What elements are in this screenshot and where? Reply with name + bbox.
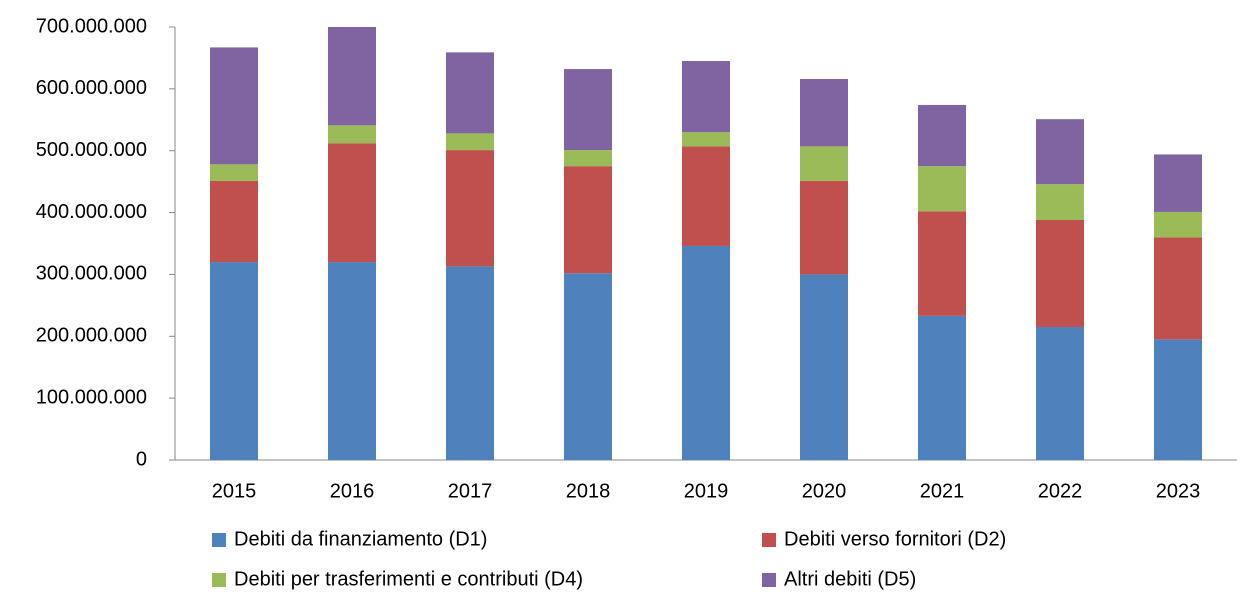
bar-segment — [800, 181, 848, 275]
bar-segment — [918, 211, 966, 316]
bar-segment — [446, 150, 494, 267]
bar-segment — [1036, 119, 1084, 185]
x-tick-label: 2021 — [920, 480, 965, 502]
bar-segment — [1036, 184, 1084, 220]
x-tick-label: 2015 — [212, 480, 257, 502]
x-tick-label: 2016 — [330, 480, 375, 502]
bar-segment — [800, 78, 848, 147]
bar-segment — [210, 262, 258, 460]
legend-label: Debiti verso fornitori (D2) — [784, 528, 1006, 550]
x-tick-label: 2018 — [566, 480, 611, 502]
bar-segment — [446, 266, 494, 460]
bar-segment — [1154, 154, 1202, 212]
x-tick-label: 2017 — [448, 480, 493, 502]
bar-segment — [800, 274, 848, 460]
legend-label: Debiti da finanziamento (D1) — [234, 528, 487, 550]
y-tick-label: 100.000.000 — [36, 386, 147, 408]
bar-segment — [800, 146, 848, 182]
bar-segment — [682, 245, 730, 460]
bar-segment — [564, 69, 612, 151]
bar-segment — [564, 273, 612, 460]
y-tick-label: 0 — [136, 448, 147, 470]
legend-swatch — [762, 533, 776, 547]
bar-segment — [328, 125, 376, 144]
legend-label: Debiti per trasferimenti e contributi (D… — [234, 568, 583, 590]
bar-segment — [328, 143, 376, 263]
x-tick-label: 2022 — [1038, 480, 1083, 502]
bar-segment — [446, 52, 494, 134]
y-tick-label: 700.000.000 — [36, 15, 147, 37]
x-tick-label: 2020 — [802, 480, 847, 502]
bar-segment — [682, 132, 730, 147]
bar-segment — [1154, 237, 1202, 340]
y-tick-label: 600.000.000 — [36, 77, 147, 99]
bar-segment — [446, 133, 494, 151]
y-tick-label: 500.000.000 — [36, 139, 147, 161]
bar-segment — [1036, 327, 1084, 460]
bar-segment — [1154, 211, 1202, 238]
x-tick-label: 2023 — [1156, 480, 1201, 502]
bar-segment — [918, 315, 966, 460]
x-tick-label: 2019 — [684, 480, 729, 502]
bar-segment — [682, 61, 730, 133]
y-tick-label: 300.000.000 — [36, 263, 147, 285]
bar-segment — [210, 47, 258, 165]
bar-segment — [210, 181, 258, 263]
bar-segment — [564, 166, 612, 274]
legend-label: Altri debiti (D5) — [784, 568, 916, 590]
bar-segment — [328, 262, 376, 460]
bar-segment — [918, 104, 966, 167]
legend-swatch — [212, 533, 226, 547]
bar-segment — [1036, 219, 1084, 328]
legend-swatch — [762, 573, 776, 587]
bar-segment — [918, 166, 966, 212]
y-tick-label: 400.000.000 — [36, 201, 147, 223]
legend-swatch — [212, 573, 226, 587]
y-tick-label: 200.000.000 — [36, 325, 147, 347]
bar-segment — [682, 146, 730, 246]
bar-segment — [1154, 339, 1202, 460]
bar-segment — [564, 150, 612, 167]
bar-segment — [328, 27, 376, 126]
bar-segment — [210, 164, 258, 182]
